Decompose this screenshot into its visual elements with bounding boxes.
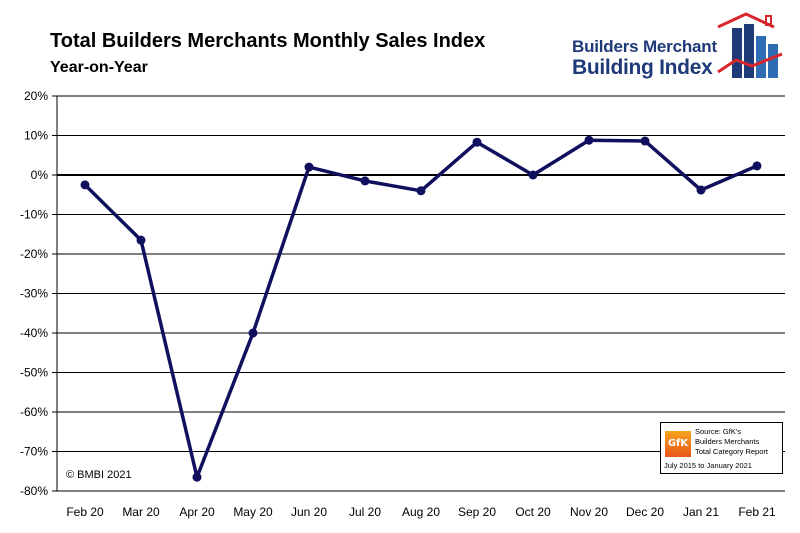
data-point-7 [472, 137, 482, 147]
gfk-logo: GfK [665, 431, 691, 457]
chart-subtitle: Year-on-Year [50, 59, 148, 76]
x-tick-label-8: Oct 20 [515, 505, 551, 519]
x-tick-label-5: Jul 20 [349, 505, 381, 519]
copyright-text: © BMBI 2021 [66, 469, 132, 481]
data-point-4 [304, 162, 314, 172]
source-line-2: Builders Merchants [695, 437, 760, 446]
x-tick-label-4: Jun 20 [291, 505, 327, 519]
chart-title: Total Builders Merchants Monthly Sales I… [50, 30, 486, 52]
x-tick-label-6: Aug 20 [402, 505, 440, 519]
data-point-6 [416, 186, 426, 196]
logo-graphic [717, 12, 783, 78]
y-tick-label-1: 10% [24, 129, 48, 143]
data-point-2 [192, 472, 202, 482]
y-tick-label-5: -30% [20, 287, 48, 301]
x-tick-label-1: Mar 20 [122, 505, 160, 519]
data-point-11 [696, 185, 706, 195]
source-line-4: July 2015 to January 2021 [664, 461, 752, 470]
y-tick-label-4: -20% [20, 247, 48, 261]
y-tick-label-2: 0% [31, 168, 49, 182]
x-tick-label-3: May 20 [233, 505, 273, 519]
y-tick-label-8: -60% [20, 405, 48, 419]
x-tick-label-12: Feb 21 [738, 505, 776, 519]
x-tick-label-2: Apr 20 [179, 505, 215, 519]
data-point-9 [584, 135, 594, 145]
bmbi-logo: Builders Merchant Building Index [560, 10, 792, 82]
data-point-3 [248, 328, 258, 338]
y-tick-label-3: -10% [20, 208, 48, 222]
x-tick-label-9: Nov 20 [570, 505, 608, 519]
x-tick-label-0: Feb 20 [66, 505, 104, 519]
source-box: GfK Source: GfK's Builders Merchants Tot… [660, 422, 783, 474]
source-line-1: Source: GfK's [695, 427, 742, 436]
data-point-0 [80, 180, 90, 190]
x-tick-label-11: Jan 21 [683, 505, 719, 519]
y-tick-label-10: -80% [20, 484, 48, 498]
source-line-3: Total Category Report [695, 447, 768, 456]
y-tick-label-6: -40% [20, 326, 48, 340]
data-point-8 [528, 170, 538, 180]
logo-text-line2: Building Index [572, 56, 713, 79]
x-tick-label-7: Sep 20 [458, 505, 496, 519]
x-tick-label-10: Dec 20 [626, 505, 664, 519]
data-point-1 [136, 235, 146, 245]
y-tick-label-9: -70% [20, 445, 48, 459]
data-point-12 [752, 161, 762, 171]
y-tick-label-0: 20% [24, 89, 48, 103]
y-tick-label-7: -50% [20, 366, 48, 380]
logo-text-line1: Builders Merchant [572, 37, 717, 56]
data-point-10 [640, 136, 650, 146]
data-point-5 [360, 176, 370, 186]
